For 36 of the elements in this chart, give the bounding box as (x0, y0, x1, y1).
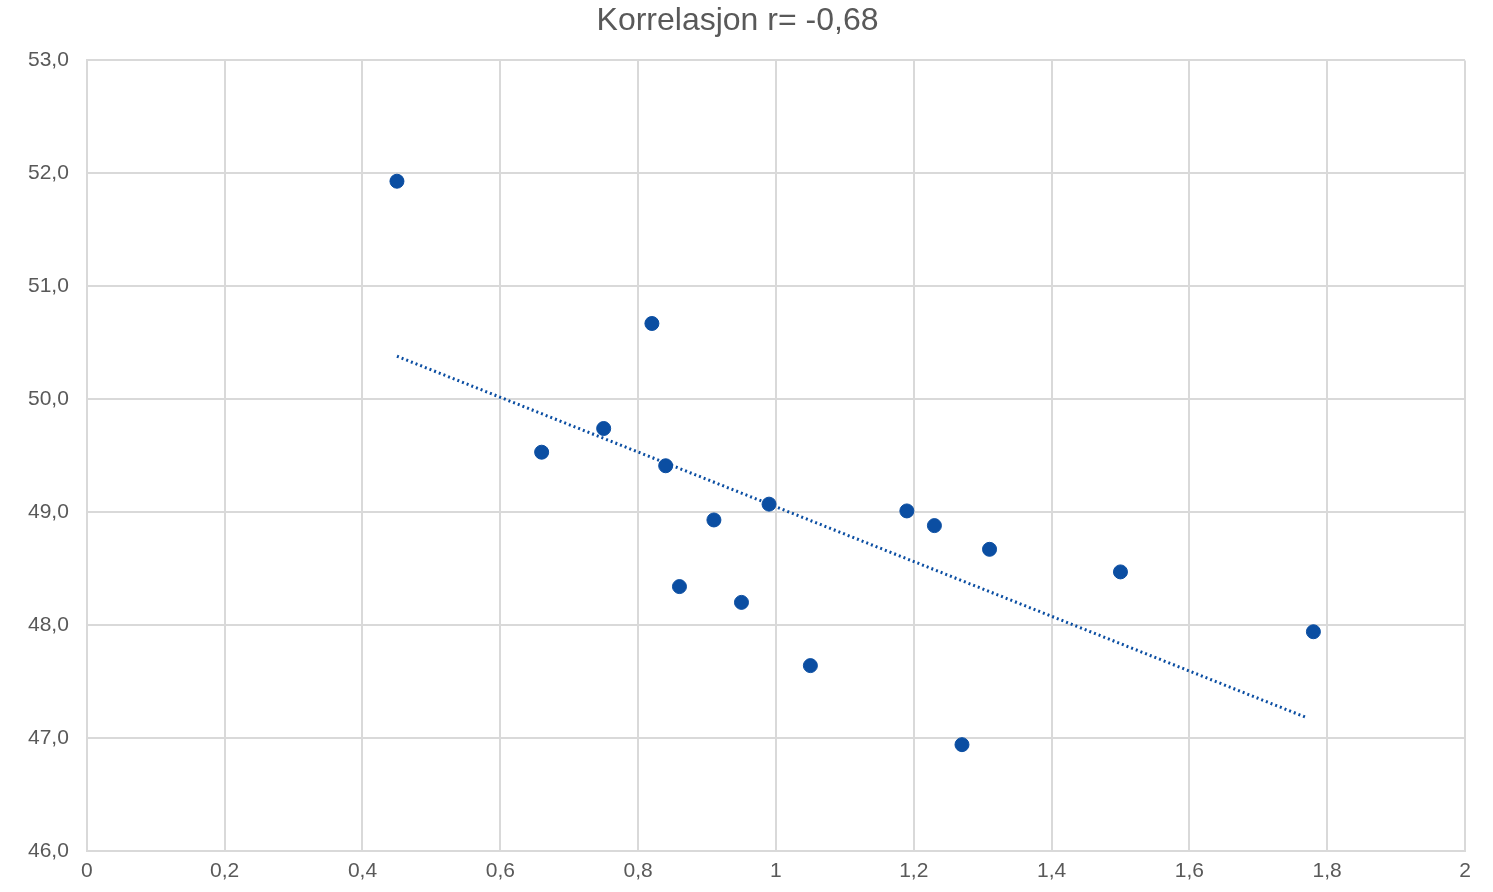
x-tick-label: 2 (1459, 858, 1471, 882)
y-tick-label: 47,0 (28, 724, 69, 748)
x-tick-label: 1,8 (1312, 858, 1342, 882)
x-tick-label: 1,4 (1036, 858, 1067, 882)
y-tick-label: 50,0 (28, 385, 69, 409)
point (899, 503, 915, 519)
point (389, 173, 405, 189)
point (761, 496, 777, 512)
x-tick-label: 1 (770, 858, 782, 882)
x-tick-label: 1,6 (1174, 858, 1204, 882)
point (706, 512, 722, 528)
point (534, 444, 550, 460)
y-tick-label: 51,0 (28, 273, 69, 297)
chart-title: Korrelasjon r= -0,68 (596, 1, 879, 38)
point (733, 594, 749, 610)
x-tick-label: 0,6 (485, 858, 515, 882)
point (926, 518, 942, 534)
point (802, 658, 818, 674)
y-tick-label: 48,0 (28, 611, 69, 635)
x-tick-label: 1,2 (899, 858, 929, 882)
x-tick-label: 0,8 (623, 858, 653, 882)
point (1112, 564, 1128, 580)
point (954, 737, 970, 753)
point (1305, 624, 1321, 640)
x-tick-label: 0,4 (347, 858, 378, 882)
point (982, 541, 998, 557)
point (644, 315, 660, 331)
y-tick-label: 52,0 (28, 160, 69, 184)
x-tick-label: 0,2 (210, 858, 240, 882)
y-tick-label: 53,0 (28, 47, 69, 71)
point (596, 421, 612, 436)
y-tick-label: 46,0 (28, 837, 69, 861)
y-tick-label: 49,0 (28, 498, 69, 522)
point (671, 579, 687, 595)
x-tick-label: 0 (81, 858, 93, 882)
point (658, 458, 674, 474)
